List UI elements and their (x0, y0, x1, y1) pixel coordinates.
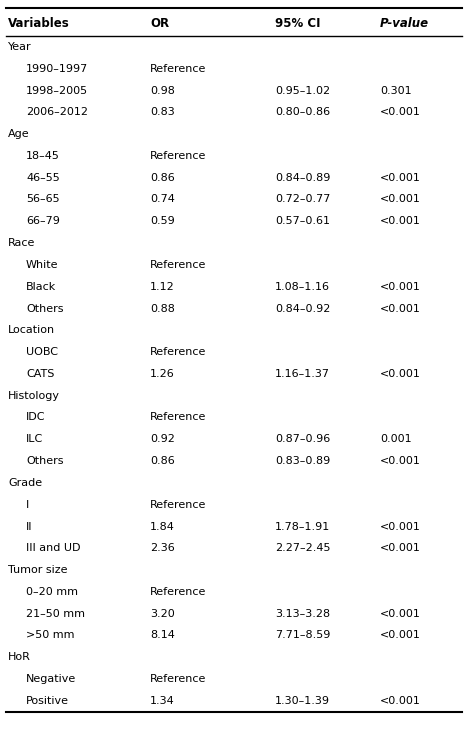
Text: <0.001: <0.001 (380, 369, 421, 379)
Text: 0.57–0.61: 0.57–0.61 (275, 216, 330, 226)
Text: 1.84: 1.84 (150, 522, 175, 531)
Text: <0.001: <0.001 (380, 522, 421, 531)
Text: <0.001: <0.001 (380, 194, 421, 205)
Text: 46–55: 46–55 (26, 173, 60, 183)
Text: 18–45: 18–45 (26, 151, 60, 161)
Text: White: White (26, 260, 58, 270)
Text: 2.27–2.45: 2.27–2.45 (275, 543, 330, 553)
Text: Grade: Grade (8, 478, 42, 488)
Text: 1998–2005: 1998–2005 (26, 85, 88, 96)
Text: 0.001: 0.001 (380, 434, 412, 445)
Text: 0.84–0.92: 0.84–0.92 (275, 303, 330, 314)
Text: 1.30–1.39: 1.30–1.39 (275, 696, 330, 706)
Text: Others: Others (26, 303, 64, 314)
Text: Reference: Reference (150, 587, 206, 597)
Text: <0.001: <0.001 (380, 216, 421, 226)
Text: 1.08–1.16: 1.08–1.16 (275, 282, 330, 291)
Text: <0.001: <0.001 (380, 696, 421, 706)
Text: 66–79: 66–79 (26, 216, 60, 226)
Text: <0.001: <0.001 (380, 631, 421, 640)
Text: 3.20: 3.20 (150, 609, 175, 619)
Text: Location: Location (8, 325, 55, 336)
Text: 0.74: 0.74 (150, 194, 175, 205)
Text: 56–65: 56–65 (26, 194, 59, 205)
Text: 0.83: 0.83 (150, 107, 175, 117)
Text: Year: Year (8, 42, 32, 52)
Text: 7.71–8.59: 7.71–8.59 (275, 631, 330, 640)
Text: Black: Black (26, 282, 56, 291)
Text: 2006–2012: 2006–2012 (26, 107, 88, 117)
Text: Reference: Reference (150, 347, 206, 357)
Text: 0.87–0.96: 0.87–0.96 (275, 434, 330, 445)
Text: Reference: Reference (150, 500, 206, 510)
Text: 0.80–0.86: 0.80–0.86 (275, 107, 330, 117)
Text: I: I (26, 500, 29, 510)
Text: Reference: Reference (150, 674, 206, 684)
Text: 0.86: 0.86 (150, 456, 175, 466)
Text: HoR: HoR (8, 652, 31, 662)
Text: 0.83–0.89: 0.83–0.89 (275, 456, 330, 466)
Text: 1.34: 1.34 (150, 696, 175, 706)
Text: Others: Others (26, 456, 64, 466)
Text: CATS: CATS (26, 369, 54, 379)
Text: <0.001: <0.001 (380, 282, 421, 291)
Text: III and UD: III and UD (26, 543, 80, 553)
Text: <0.001: <0.001 (380, 609, 421, 619)
Text: Reference: Reference (150, 64, 206, 74)
Text: II: II (26, 522, 32, 531)
Text: Histology: Histology (8, 391, 60, 400)
Text: 95% CI: 95% CI (275, 17, 321, 30)
Text: 0.59: 0.59 (150, 216, 175, 226)
Text: UOBC: UOBC (26, 347, 58, 357)
Text: OR: OR (150, 17, 169, 30)
Text: 0.88: 0.88 (150, 303, 175, 314)
Text: P-value: P-value (380, 17, 429, 30)
Text: Age: Age (8, 129, 29, 139)
Text: Variables: Variables (8, 17, 70, 30)
Text: IDC: IDC (26, 412, 45, 422)
Text: <0.001: <0.001 (380, 303, 421, 314)
Text: 0.92: 0.92 (150, 434, 175, 445)
Text: 0.95–1.02: 0.95–1.02 (275, 85, 330, 96)
Text: Reference: Reference (150, 151, 206, 161)
Text: Reference: Reference (150, 412, 206, 422)
Text: Reference: Reference (150, 260, 206, 270)
Text: Race: Race (8, 238, 36, 248)
Text: 1.12: 1.12 (150, 282, 175, 291)
Text: 2.36: 2.36 (150, 543, 175, 553)
Text: 1.78–1.91: 1.78–1.91 (275, 522, 330, 531)
Text: 21–50 mm: 21–50 mm (26, 609, 85, 619)
Text: 3.13–3.28: 3.13–3.28 (275, 609, 330, 619)
Text: 1.26: 1.26 (150, 369, 175, 379)
Text: 0.72–0.77: 0.72–0.77 (275, 194, 330, 205)
Text: Tumor size: Tumor size (8, 565, 67, 575)
Text: <0.001: <0.001 (380, 173, 421, 183)
Text: 1.16–1.37: 1.16–1.37 (275, 369, 330, 379)
Text: ILC: ILC (26, 434, 43, 445)
Text: Positive: Positive (26, 696, 69, 706)
Text: 0.86: 0.86 (150, 173, 175, 183)
Text: 0–20 mm: 0–20 mm (26, 587, 78, 597)
Text: 0.84–0.89: 0.84–0.89 (275, 173, 330, 183)
Text: 0.301: 0.301 (380, 85, 412, 96)
Text: >50 mm: >50 mm (26, 631, 74, 640)
Text: 8.14: 8.14 (150, 631, 175, 640)
Text: <0.001: <0.001 (380, 543, 421, 553)
Text: 0.98: 0.98 (150, 85, 175, 96)
Text: <0.001: <0.001 (380, 107, 421, 117)
Text: 1990–1997: 1990–1997 (26, 64, 88, 74)
Text: <0.001: <0.001 (380, 456, 421, 466)
Text: Negative: Negative (26, 674, 76, 684)
